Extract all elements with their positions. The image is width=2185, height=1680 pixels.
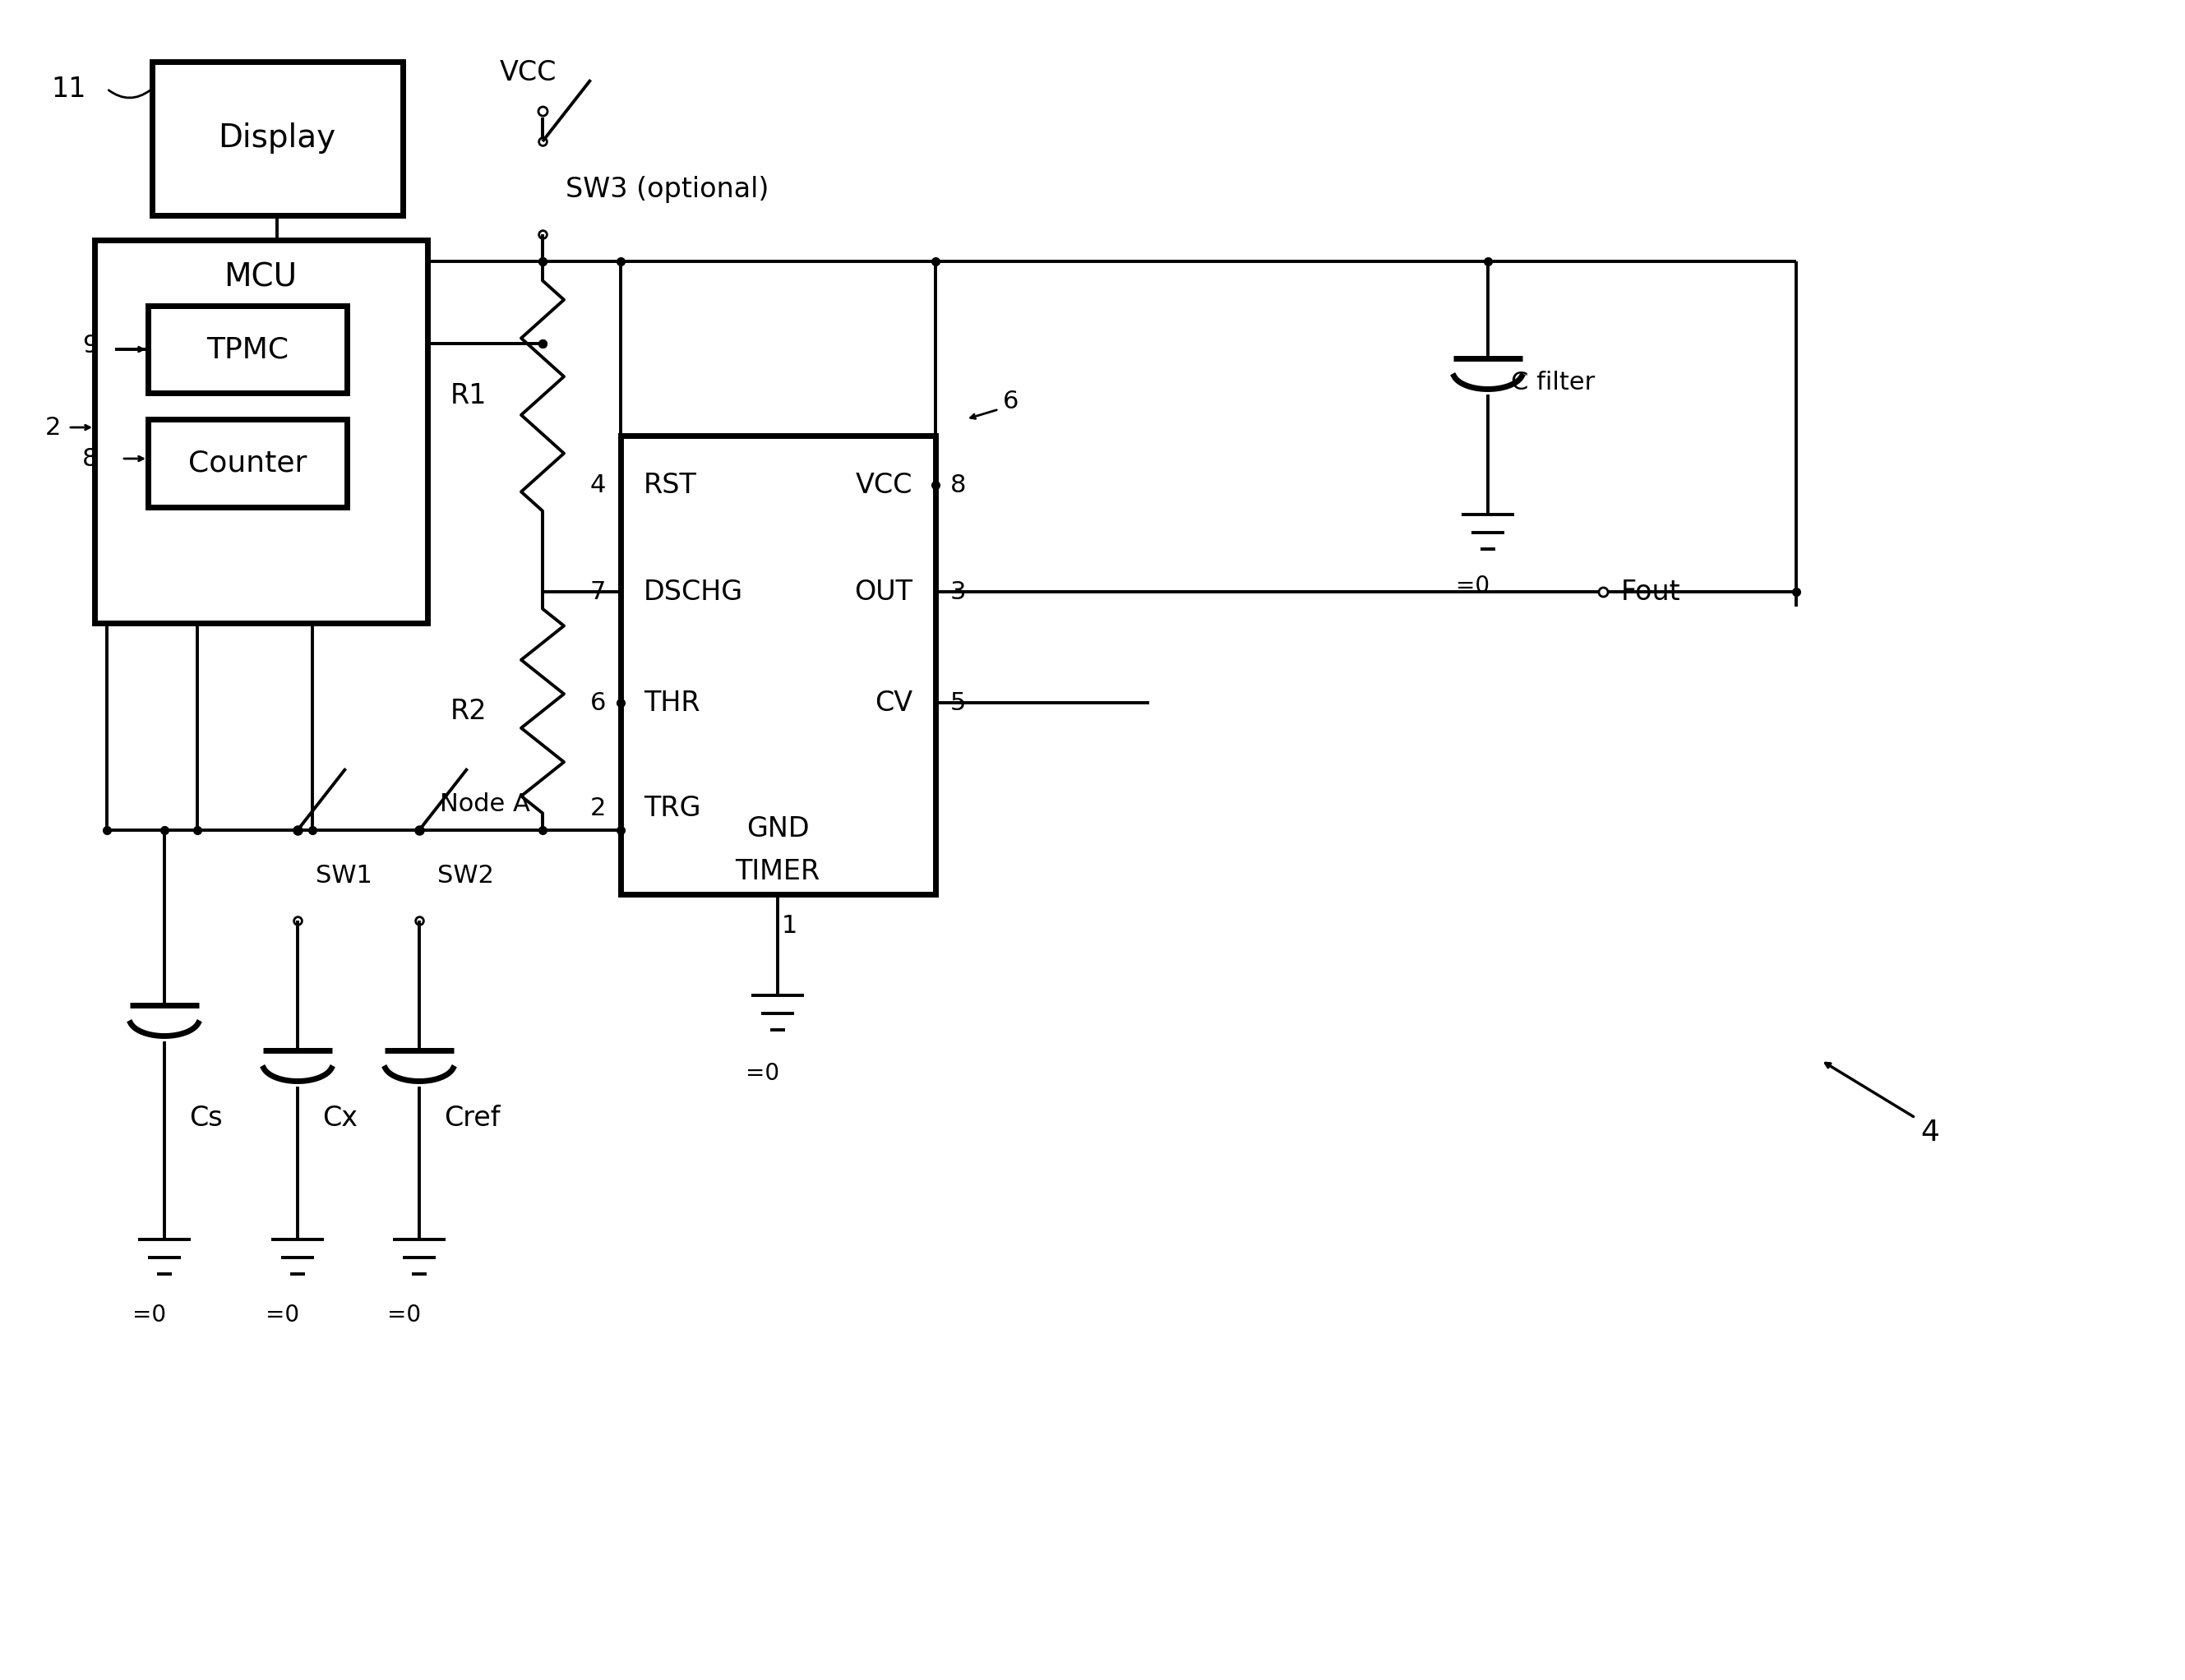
Text: Counter: Counter xyxy=(188,449,306,477)
Text: TPMC: TPMC xyxy=(205,336,288,363)
Text: SW3 (optional): SW3 (optional) xyxy=(566,175,769,203)
Text: 4: 4 xyxy=(590,474,605,497)
Text: RST: RST xyxy=(645,472,697,499)
Bar xyxy=(149,420,347,507)
Text: TIMER: TIMER xyxy=(734,858,819,885)
Text: SW2: SW2 xyxy=(437,864,494,887)
Text: 11: 11 xyxy=(50,76,85,102)
Text: Fout: Fout xyxy=(1621,578,1680,605)
Bar xyxy=(153,62,402,215)
Text: 5: 5 xyxy=(950,690,966,714)
Text: 8: 8 xyxy=(83,447,98,470)
Text: 2: 2 xyxy=(46,415,61,438)
Text: CV: CV xyxy=(874,689,913,716)
Text: =0: =0 xyxy=(133,1304,166,1327)
Text: R1: R1 xyxy=(450,381,487,408)
Text: 1: 1 xyxy=(782,914,798,937)
Bar xyxy=(621,435,935,894)
Text: =0: =0 xyxy=(1455,575,1490,598)
Text: DSCHG: DSCHG xyxy=(645,578,743,605)
Text: 9: 9 xyxy=(83,333,98,358)
Text: OUT: OUT xyxy=(854,578,913,605)
Text: MCU: MCU xyxy=(223,262,297,292)
Text: Node A: Node A xyxy=(439,791,531,816)
Text: 6: 6 xyxy=(590,690,605,714)
Bar xyxy=(149,306,347,393)
Text: Cref: Cref xyxy=(444,1104,500,1131)
Text: VCC: VCC xyxy=(498,59,557,86)
Text: SW1: SW1 xyxy=(315,864,371,887)
Text: 2: 2 xyxy=(590,796,605,820)
Text: Cs: Cs xyxy=(190,1104,223,1131)
Text: C filter: C filter xyxy=(1510,370,1595,395)
Text: 3: 3 xyxy=(950,580,966,603)
Text: =0: =0 xyxy=(745,1062,780,1085)
Bar xyxy=(94,240,428,623)
Text: R2: R2 xyxy=(450,697,487,724)
Text: =0: =0 xyxy=(387,1304,422,1327)
Text: TRG: TRG xyxy=(645,795,701,822)
Text: 8: 8 xyxy=(950,474,966,497)
Text: THR: THR xyxy=(645,689,699,716)
Text: VCC: VCC xyxy=(857,472,913,499)
Text: Cx: Cx xyxy=(321,1104,358,1131)
Text: =0: =0 xyxy=(267,1304,299,1327)
Text: 4: 4 xyxy=(1921,1119,1940,1146)
Text: GND: GND xyxy=(745,815,808,842)
Text: 7: 7 xyxy=(590,580,605,603)
Text: 6: 6 xyxy=(1003,390,1018,413)
Text: Display: Display xyxy=(218,123,336,153)
